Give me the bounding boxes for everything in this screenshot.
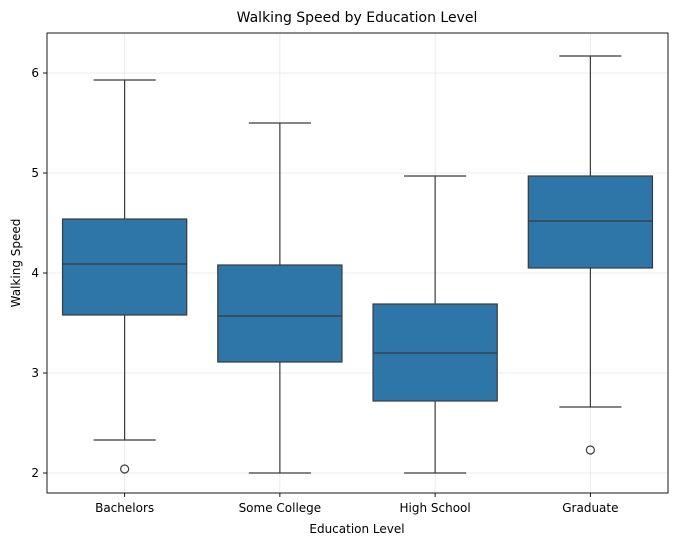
boxes-layer bbox=[61, 55, 654, 474]
iqr-box bbox=[217, 264, 343, 363]
y-tick-label: 2 bbox=[31, 466, 39, 480]
chart-title: Walking Speed by Education Level bbox=[237, 10, 478, 26]
x-tick-label: Some College bbox=[239, 501, 322, 515]
y-tick-label: 5 bbox=[31, 166, 39, 180]
box-graduate bbox=[527, 55, 654, 455]
x-tick-label: High School bbox=[400, 501, 471, 515]
x-tick-label: Graduate bbox=[562, 501, 618, 515]
y-axis-ticks: 2 3 4 5 6 bbox=[31, 66, 47, 480]
x-tick-label: Bachelors bbox=[95, 501, 154, 515]
y-tick-label: 3 bbox=[31, 366, 39, 380]
iqr-box bbox=[527, 175, 654, 269]
box-bachelors bbox=[61, 79, 188, 474]
outlier-point bbox=[585, 445, 595, 455]
y-axis-label: Walking Speed bbox=[9, 219, 23, 308]
box-some-college bbox=[217, 122, 343, 474]
y-tick-label: 4 bbox=[31, 266, 39, 280]
box-high-school bbox=[372, 175, 498, 474]
plot-frame bbox=[46, 32, 669, 494]
x-axis-ticks: Bachelors Some College High School Graduate bbox=[95, 493, 619, 515]
y-tick-label: 6 bbox=[31, 66, 39, 80]
x-axis-label: Education Level bbox=[309, 522, 404, 536]
iqr-box bbox=[61, 218, 188, 316]
outlier-point bbox=[120, 464, 130, 474]
